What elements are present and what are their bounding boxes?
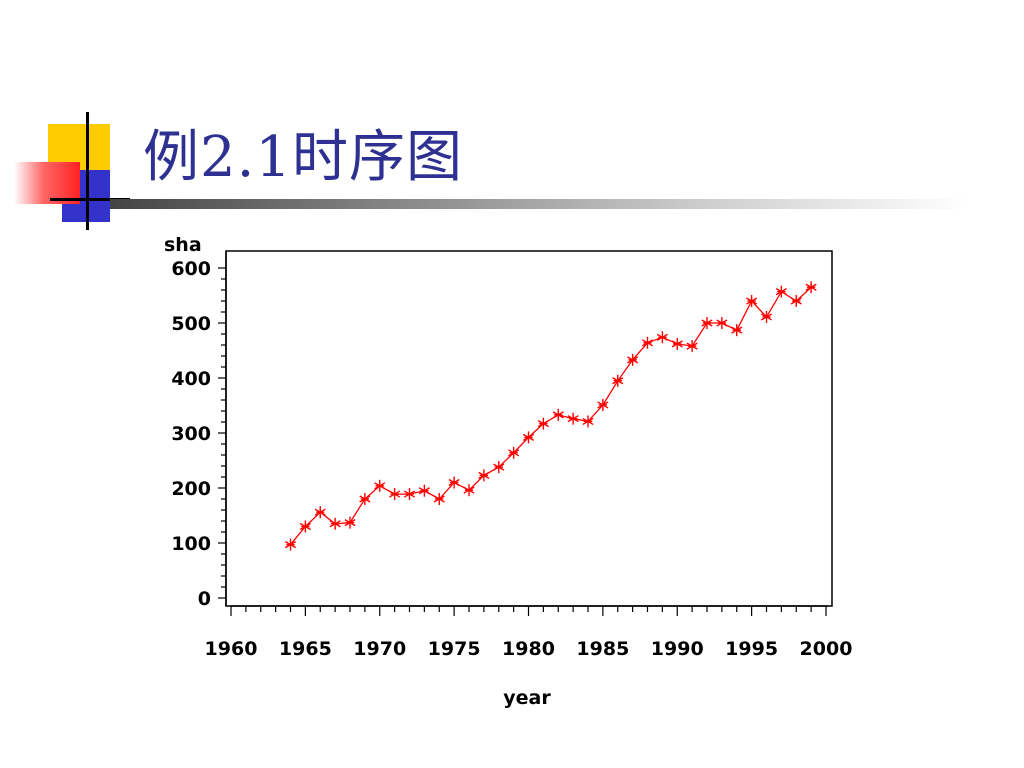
plot-frame (225, 250, 833, 607)
slide-title: 例2.1时序图 (143, 125, 464, 190)
x-tick-label: 1975 (428, 638, 481, 660)
y-tick-label: 500 (171, 313, 211, 335)
x-tick-label: 1985 (576, 638, 629, 660)
data-point-marker (582, 415, 594, 428)
data-point-marker (686, 340, 698, 353)
data-point-marker (522, 431, 535, 444)
y-tick-label: 200 (171, 478, 211, 500)
y-tick-label: 600 (171, 258, 211, 280)
x-tick-label: 1970 (353, 638, 406, 660)
data-point-marker (537, 417, 549, 430)
y-axis-title: sha (164, 234, 202, 256)
data-point-marker (508, 446, 520, 459)
data-point-marker (567, 412, 579, 425)
data-point-marker (627, 353, 639, 366)
data-point-marker (374, 479, 386, 492)
series-line (289, 286, 812, 546)
data-point-marker (760, 310, 773, 323)
data-point-marker (299, 520, 311, 533)
data-point-marker (656, 331, 668, 344)
x-tick-label: 1980 (502, 638, 555, 660)
x-tick-label: 2000 (800, 638, 853, 660)
data-point-marker (746, 295, 758, 307)
data-point-marker (418, 484, 430, 497)
data-point-marker (359, 493, 371, 505)
x-axis-title: year (503, 687, 551, 709)
x-tick-label: 1960 (205, 638, 258, 660)
data-point-marker (552, 408, 564, 421)
data-point-marker (716, 317, 728, 329)
data-point-marker (597, 398, 609, 411)
data-point-marker (671, 337, 683, 350)
data-point-marker (805, 281, 817, 294)
data-point-marker (612, 374, 624, 387)
data-point-marker (463, 484, 475, 497)
y-tick-label: 0 (198, 588, 211, 610)
data-point-marker (641, 336, 654, 349)
data-point-marker (284, 538, 297, 551)
data-point-marker (701, 317, 713, 329)
data-point-marker (344, 516, 356, 529)
x-tick-label: 1995 (725, 638, 778, 660)
data-point-marker (314, 506, 326, 519)
data-point-marker (478, 469, 490, 482)
x-tick-label: 1990 (651, 638, 704, 660)
data-point-marker (448, 476, 460, 489)
title-underline (110, 199, 970, 209)
decor-horizontal-line (50, 198, 130, 201)
y-tick-label: 100 (171, 533, 211, 555)
decor-red-square (14, 162, 80, 204)
y-tick-label: 300 (171, 423, 211, 445)
data-point-marker (389, 488, 401, 501)
decor-vertical-line (86, 112, 89, 230)
x-tick-label: 1965 (279, 638, 332, 660)
data-point-marker (433, 493, 445, 505)
data-point-marker (790, 295, 802, 307)
y-tick-label: 400 (171, 368, 211, 390)
data-point-marker (775, 285, 787, 298)
data-point-marker (403, 488, 416, 501)
data-point-marker (329, 517, 341, 530)
data-point-marker (731, 324, 743, 337)
data-point-marker (493, 461, 505, 474)
